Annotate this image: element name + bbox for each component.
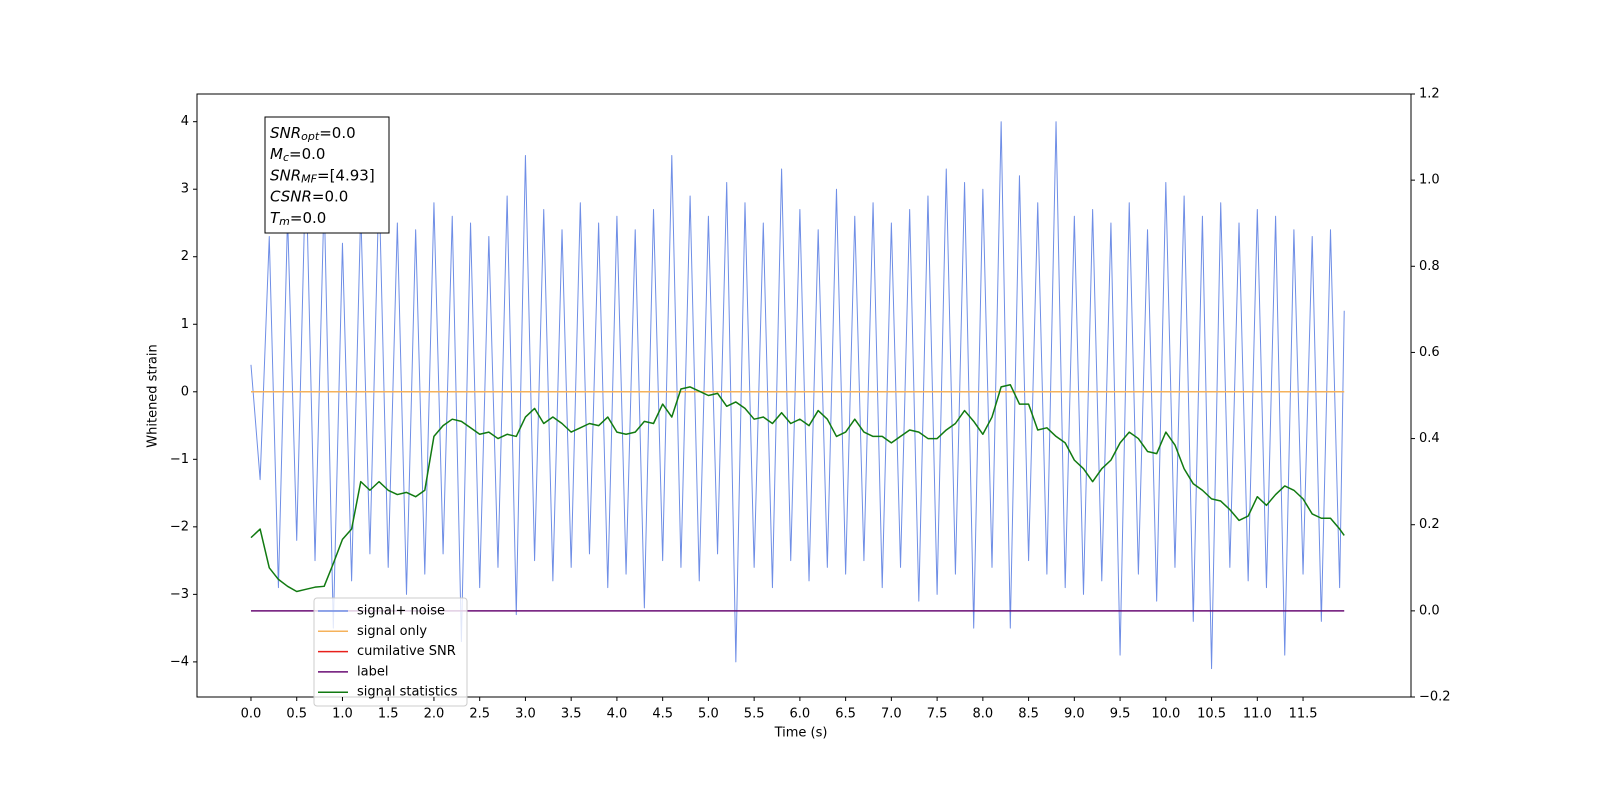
y2-tick-label: 0.2 [1419,517,1440,532]
annotation: SNRMF=[4.93] [270,166,375,186]
y2-tick-label: 0.4 [1419,431,1440,446]
y-tick-label: 4 [181,114,189,129]
y2-tick-label: 0.8 [1419,259,1440,274]
x-tick-label: 4.5 [652,707,673,722]
x-tick-label: 11.5 [1289,707,1318,722]
y2-tick-label: 1.0 [1419,173,1440,188]
annotation: Mc=0.0 [270,145,325,165]
x-tick-label: 7.5 [927,707,948,722]
annotation-value: =0.0 [312,187,348,205]
series-line [250,121,1345,670]
x-tick-label: 6.5 [835,707,856,722]
annotation-symbol: SNR [270,166,301,184]
x-tick-label: 1.5 [378,707,399,722]
y-tick-label: 3 [181,182,189,197]
y-tick-label: −3 [170,587,189,602]
x-tick-label: 11.0 [1243,707,1272,722]
x-tick-label: 2.0 [424,707,445,722]
x-tick-label: 2.5 [469,707,490,722]
y-tick-label: 0 [181,384,189,399]
y-tick-label: 1 [181,317,189,332]
x-tick-label: 4.0 [607,707,628,722]
series-line [250,383,1345,593]
annotation-value: =0.0 [319,124,355,142]
x-tick-label: 1.0 [332,707,353,722]
x-tick-label: 0.0 [241,707,262,722]
legend: signal+ noise signal only cumilative SNR la… [313,597,468,707]
annotation-value: =0.0 [290,208,326,226]
x-axis-label: Time (s) [774,726,828,741]
annotation: CSNR=0.0 [270,187,348,205]
x-tick-label: 9.0 [1064,707,1085,722]
y-tick-label: −2 [170,519,189,534]
legend-label: cumilative SNR [357,644,456,659]
x-tick-label: 5.5 [744,707,765,722]
x-tick-label: 5.0 [698,707,719,722]
x-tick-label: 10.5 [1197,707,1226,722]
annotation-subscript: opt [301,130,320,143]
legend-frame [313,597,468,707]
plot-frame [196,93,1412,698]
y-tick-label: 2 [181,249,189,264]
legend-label: signal statistics [357,685,458,700]
y2-tick-label: −0.2 [1419,690,1451,705]
y2-tick-label: 0.0 [1419,603,1440,618]
y2-tick-label: 0.6 [1419,345,1440,360]
annotation-symbol: M [270,145,283,163]
x-tick-label: 8.0 [973,707,994,722]
legend-label: signal only [357,624,427,639]
annotation: Tm=0.0 [270,208,326,228]
annotation-symbol: SNR [270,124,301,142]
x-tick-label: 3.5 [561,707,582,722]
x-tick-label: 0.5 [286,707,307,722]
y-tick-label: −1 [170,452,189,467]
x-tick-label: 6.0 [790,707,811,722]
legend-label: signal+ noise [357,604,445,619]
annotation-value: =0.0 [289,145,325,163]
annotation-subscript: m [279,215,290,228]
y2-tick-label: 1.2 [1419,87,1440,102]
x-tick-label: 10.0 [1151,707,1180,722]
y-axis-label: Whitened strain [146,344,161,447]
annotation-subscript: c [283,151,289,164]
annotation-value: =[4.93] [317,166,375,184]
annotation-symbol: T [270,208,281,226]
annotation-box: SNRopt=0.0Mc=0.0SNRMF=[4.93]CSNR=0.0Tm=0… [264,116,390,234]
y-tick-label: −4 [170,654,189,669]
x-tick-label: 7.0 [881,707,902,722]
x-tick-label: 9.5 [1110,707,1131,722]
annotation-frame [264,116,390,234]
legend-label: label [357,664,388,679]
x-tick-label: 3.0 [515,707,536,722]
annotation-symbol: CSNR [270,187,312,205]
annotation-subscript: MF [301,172,317,185]
x-tick-label: 8.5 [1018,707,1039,722]
annotation: SNRopt=0.0 [270,124,356,144]
